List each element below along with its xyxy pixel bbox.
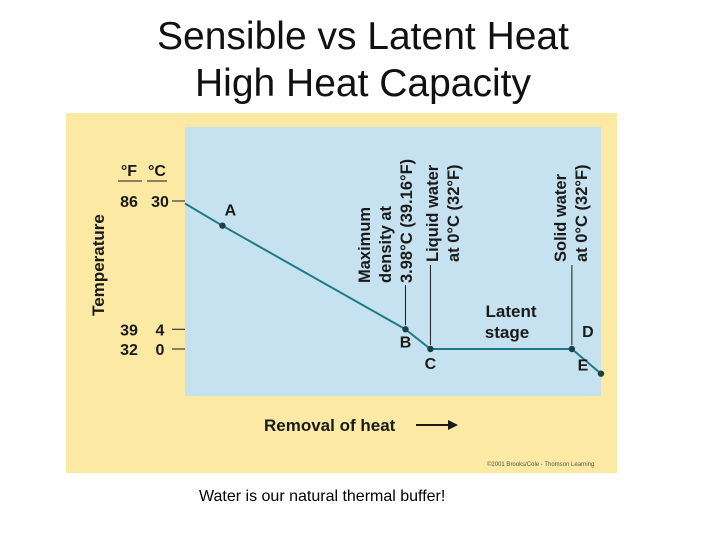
cooling-curve-line	[184, 202, 602, 375]
temperature-chart: Temperature °F °C 86 30 39 4 32 0 A BC DE Maximum den…	[89, 127, 605, 435]
data-point-a	[219, 222, 226, 229]
annotation-max-density-line: Maximum	[356, 207, 374, 283]
annotation-liquid-water-line: at 0°C (32°F)	[445, 164, 463, 262]
annotation-solid-water-line: Solid water	[552, 173, 570, 262]
x-axis-arrow-icon	[448, 420, 458, 430]
y-axis-label: Temperature	[89, 214, 108, 316]
point-label-a: A	[225, 203, 237, 220]
slide-title-line1: Sensible vs Latent Heat	[157, 15, 569, 58]
unit-fahrenheit: °F	[121, 163, 137, 180]
annotation-max-density-line: 3.98°C (39.16°F)	[398, 159, 416, 283]
point-label-c: C	[425, 356, 437, 373]
y-tick-label-f: 39	[120, 322, 138, 339]
y-tick-label-c: 0	[156, 342, 165, 359]
point-label-e: E	[578, 358, 589, 375]
y-tick-label-c: 30	[151, 194, 169, 211]
data-point-e	[597, 370, 605, 377]
y-tick-label-f: 86	[120, 194, 138, 211]
data-point-c	[427, 345, 434, 353]
data-point-d	[568, 345, 576, 353]
annotation-latent-stage-line: stage	[485, 323, 529, 342]
data-point-b	[402, 326, 409, 333]
annotation-liquid-water-line: Liquid water	[424, 164, 442, 262]
point-label-b: B	[400, 334, 412, 351]
point-label-d: D	[582, 324, 594, 341]
y-tick-label-f: 32	[120, 342, 138, 359]
unit-celsius: °C	[148, 163, 166, 180]
x-axis-label: Removal of heat	[264, 416, 396, 435]
slide-caption: Water is our natural thermal buffer!	[199, 488, 446, 505]
copyright-credit: ©2001 Brooks/Cole - Thomson Learning	[487, 462, 595, 468]
annotation-solid-water-line: at 0°C (32°F)	[573, 164, 591, 262]
slide-title-line2: High Heat Capacity	[195, 62, 531, 105]
chart-figure: Temperature °F °C 86 30 39 4 32 0 A B C D E Maximum den…	[66, 113, 617, 473]
y-tick-label-c: 4	[156, 322, 165, 339]
plot-area	[185, 127, 601, 396]
annotation-max-density-line: density at	[377, 205, 395, 283]
annotation-latent-stage-line: Latent	[486, 302, 537, 321]
